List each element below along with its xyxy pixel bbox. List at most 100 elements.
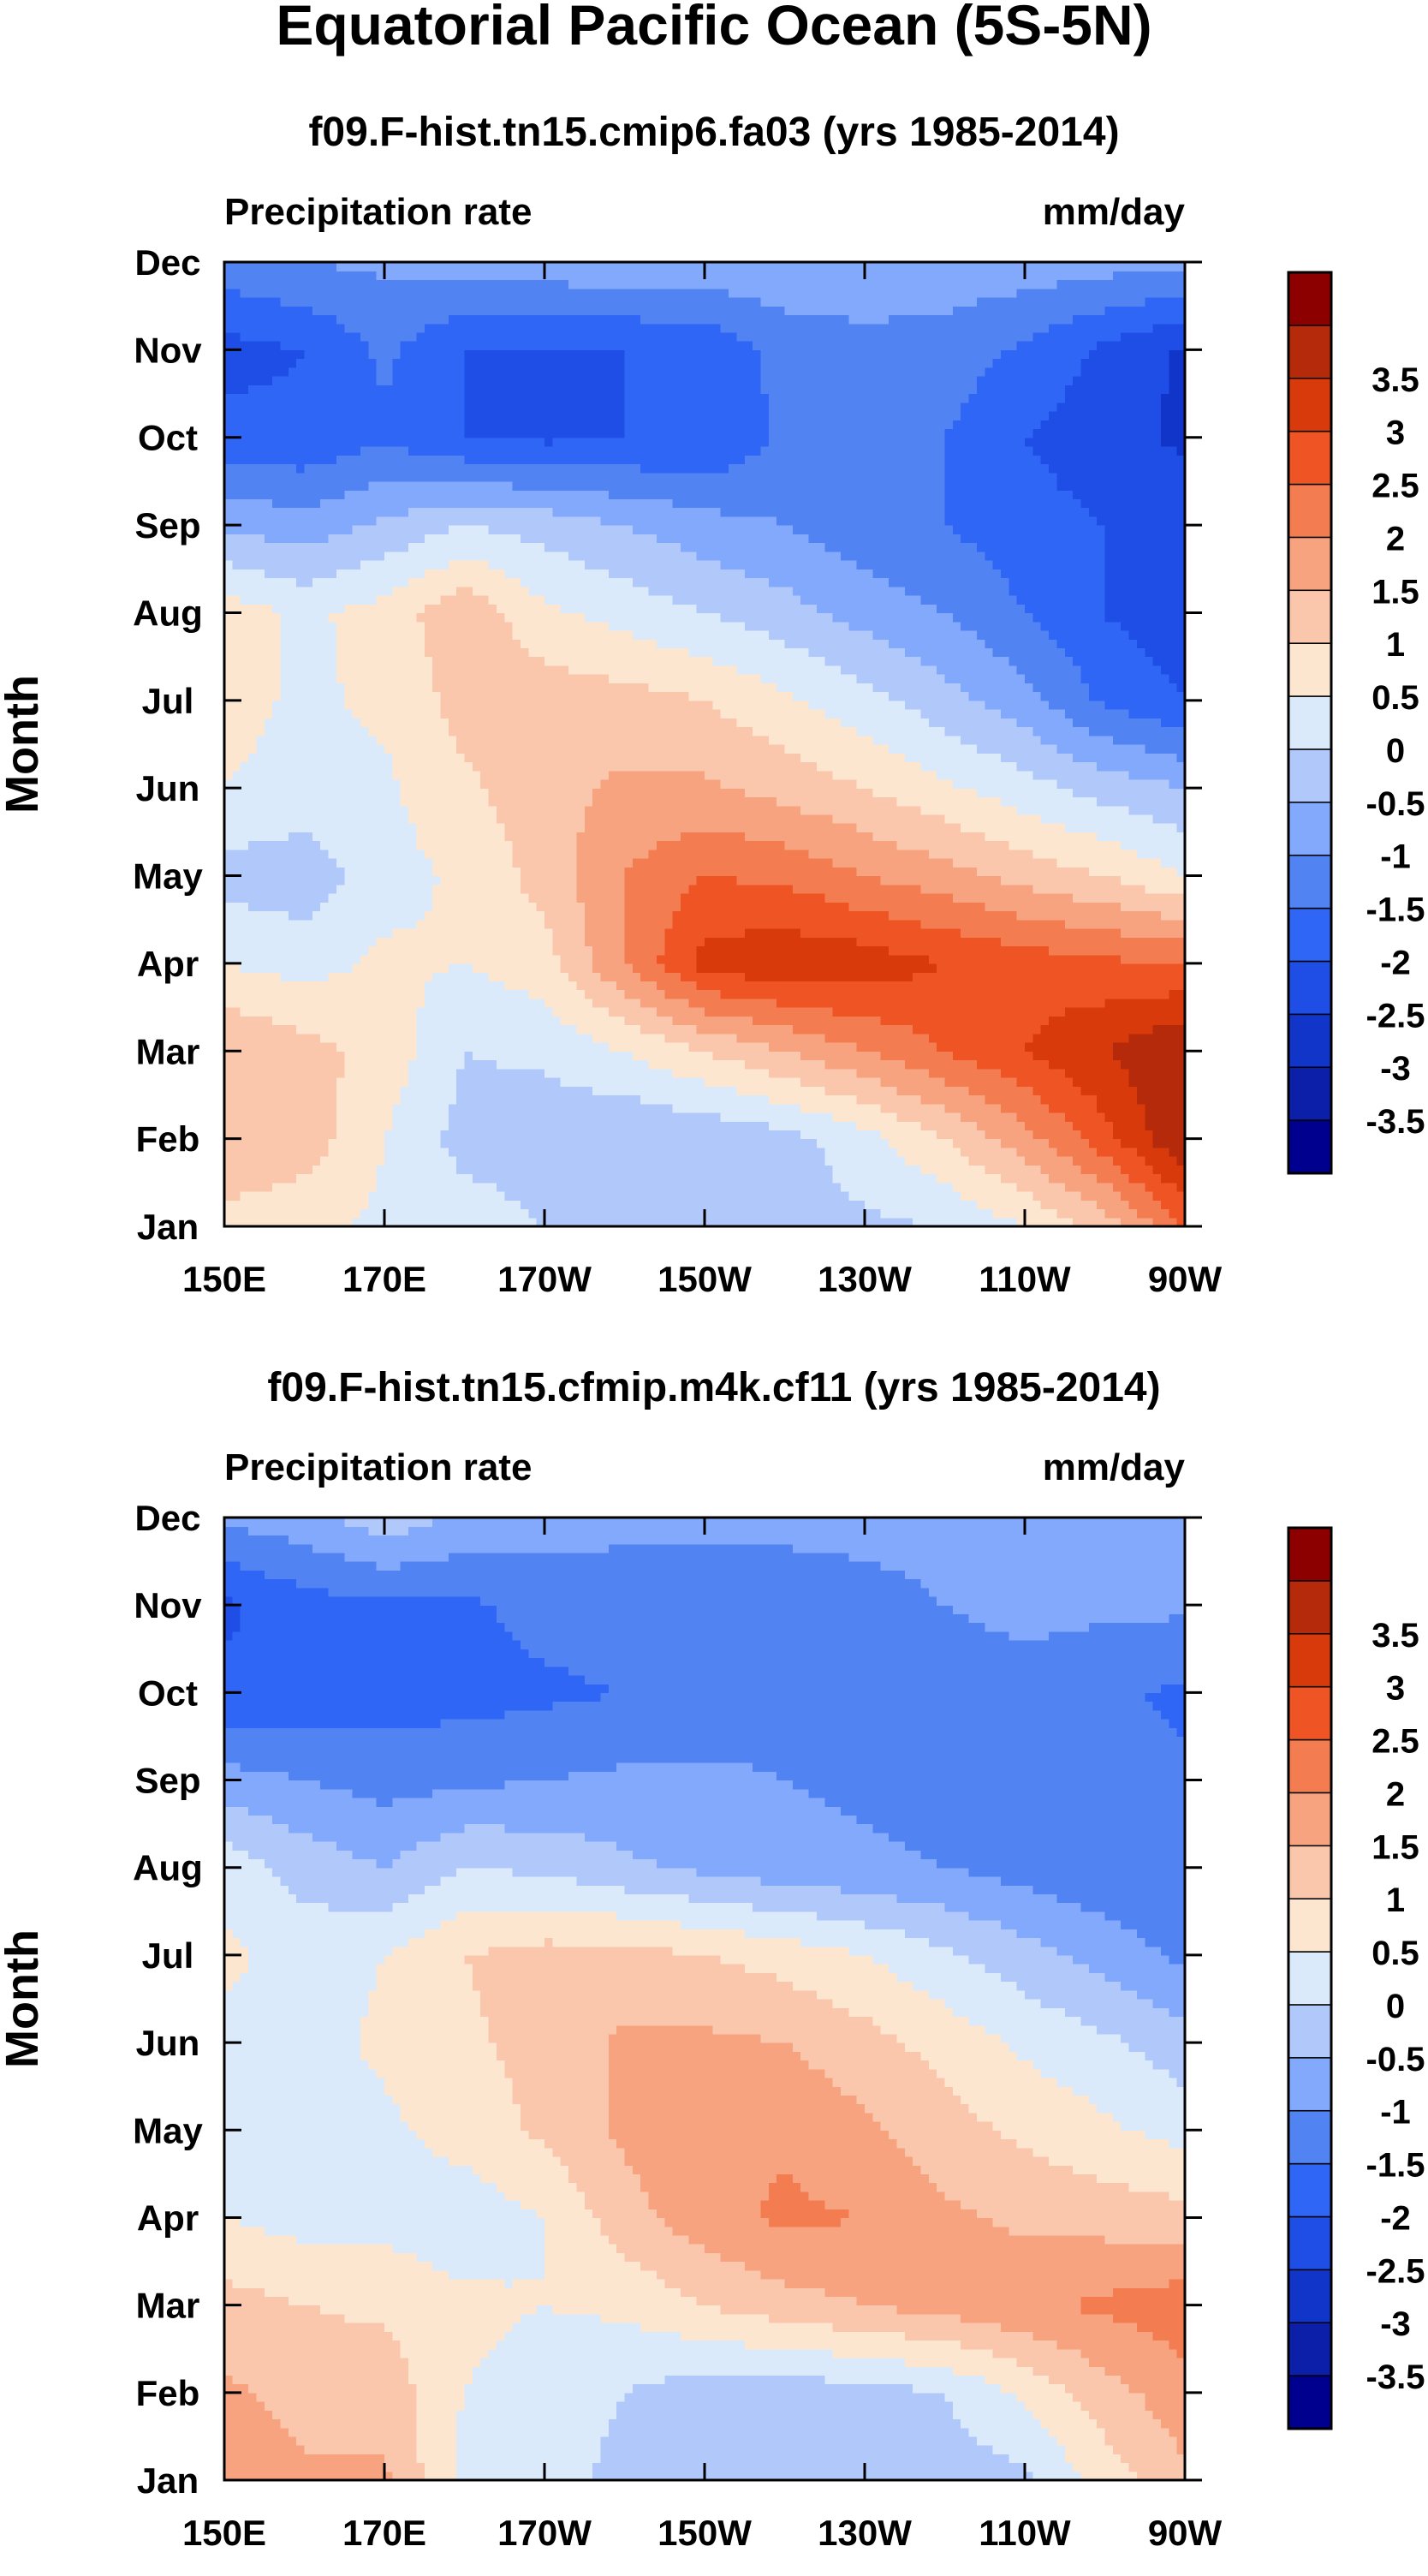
field-cell bbox=[424, 1191, 433, 1201]
field-cell bbox=[985, 998, 994, 1008]
field-cell bbox=[296, 1138, 306, 1148]
field-cell bbox=[976, 1112, 985, 1122]
field-cell bbox=[1040, 867, 1050, 877]
field-cell bbox=[288, 1200, 297, 1210]
field-cell bbox=[384, 1051, 393, 1061]
field-cell bbox=[720, 927, 729, 938]
field-cell bbox=[992, 1033, 1002, 1043]
field-cell bbox=[392, 875, 402, 886]
field-cell bbox=[1040, 875, 1050, 886]
field-cell bbox=[504, 1182, 514, 1192]
field-cell bbox=[744, 919, 753, 929]
field-cell bbox=[560, 1024, 569, 1035]
field-cell bbox=[688, 884, 698, 894]
field-cell bbox=[528, 1051, 538, 1061]
field-cell bbox=[1040, 954, 1050, 964]
field-cell bbox=[1025, 1121, 1033, 1130]
field-cell bbox=[904, 1208, 913, 1219]
field-cell bbox=[680, 1138, 689, 1148]
field-cell bbox=[608, 1051, 617, 1061]
field-cell bbox=[1056, 1059, 1066, 1070]
field-cell bbox=[696, 1068, 705, 1078]
field-cell bbox=[1016, 1007, 1026, 1017]
field-cell bbox=[729, 910, 737, 921]
field-cell bbox=[760, 1086, 770, 1096]
field-cell bbox=[256, 1156, 265, 1166]
field-cell bbox=[1080, 945, 1090, 956]
field-cell bbox=[985, 981, 994, 991]
field-cell bbox=[1032, 1217, 1042, 1226]
field-cell bbox=[840, 954, 849, 964]
field-cell bbox=[1000, 1103, 1009, 1113]
field-cell bbox=[384, 963, 393, 973]
field-cell bbox=[688, 927, 698, 938]
field-cell bbox=[1049, 1138, 1057, 1148]
field-cell bbox=[760, 902, 770, 912]
field-cell bbox=[1032, 1200, 1042, 1210]
field-cell bbox=[496, 910, 505, 921]
field-cell bbox=[416, 937, 425, 947]
field-cell bbox=[1145, 1138, 1154, 1148]
field-cell bbox=[344, 1147, 354, 1157]
field-cell bbox=[961, 927, 970, 938]
field-cell bbox=[528, 1112, 538, 1122]
field-cell bbox=[800, 972, 810, 981]
field-cell bbox=[648, 1191, 657, 1201]
field-cell bbox=[568, 1051, 577, 1061]
field-cell bbox=[336, 1042, 345, 1052]
field-cell bbox=[768, 1076, 777, 1087]
field-cell bbox=[472, 1121, 481, 1130]
field-cell bbox=[520, 1147, 529, 1157]
field-cell bbox=[320, 989, 330, 999]
field-cell bbox=[624, 1138, 634, 1148]
field-cell bbox=[976, 981, 985, 991]
field-cell bbox=[832, 1051, 842, 1061]
field-cell bbox=[240, 1112, 249, 1122]
field-cell bbox=[616, 937, 626, 947]
field-cell bbox=[840, 1024, 849, 1035]
field-cell bbox=[1000, 1138, 1009, 1148]
field-cell bbox=[376, 1130, 385, 1140]
field-cell bbox=[792, 1191, 801, 1201]
field-cell bbox=[1136, 1173, 1145, 1184]
field-cell bbox=[1121, 1103, 1130, 1113]
field-cell bbox=[480, 937, 490, 947]
field-cell bbox=[416, 919, 425, 929]
field-cell bbox=[224, 1094, 233, 1105]
field-cell bbox=[664, 1016, 674, 1026]
field-cell bbox=[1088, 1094, 1098, 1105]
field-cell bbox=[456, 963, 466, 973]
field-cell bbox=[680, 989, 689, 999]
field-cell bbox=[889, 1059, 897, 1070]
field-cell bbox=[832, 937, 842, 947]
field-cell bbox=[400, 1138, 409, 1148]
field-cell bbox=[904, 1024, 913, 1035]
field-cell bbox=[1112, 963, 1122, 973]
field-cell bbox=[512, 1138, 521, 1148]
field-cell bbox=[672, 1165, 681, 1175]
field-cell bbox=[928, 1173, 937, 1184]
field-cell bbox=[424, 884, 433, 894]
field-cell bbox=[1145, 1217, 1154, 1226]
field-cell bbox=[448, 1042, 457, 1052]
field-cell bbox=[896, 875, 906, 886]
field-cell bbox=[760, 1103, 770, 1113]
field-cell bbox=[456, 1103, 466, 1113]
field-cell bbox=[840, 1173, 849, 1184]
field-cell bbox=[1152, 1016, 1162, 1026]
field-cell bbox=[640, 1086, 650, 1096]
field-cell bbox=[592, 1051, 602, 1061]
field-cell bbox=[904, 1068, 913, 1078]
field-cell bbox=[568, 1033, 577, 1043]
field-cell bbox=[896, 1051, 906, 1061]
field-cell bbox=[680, 1130, 689, 1140]
field-cell bbox=[224, 867, 233, 877]
field-cell bbox=[576, 1042, 586, 1052]
field-cell bbox=[824, 1156, 834, 1166]
field-cell bbox=[376, 1033, 385, 1043]
field-cell bbox=[560, 1068, 569, 1078]
field-cell bbox=[865, 1042, 873, 1052]
field-cell bbox=[344, 867, 354, 877]
field-cell bbox=[592, 919, 602, 929]
field-cell bbox=[616, 998, 626, 1008]
